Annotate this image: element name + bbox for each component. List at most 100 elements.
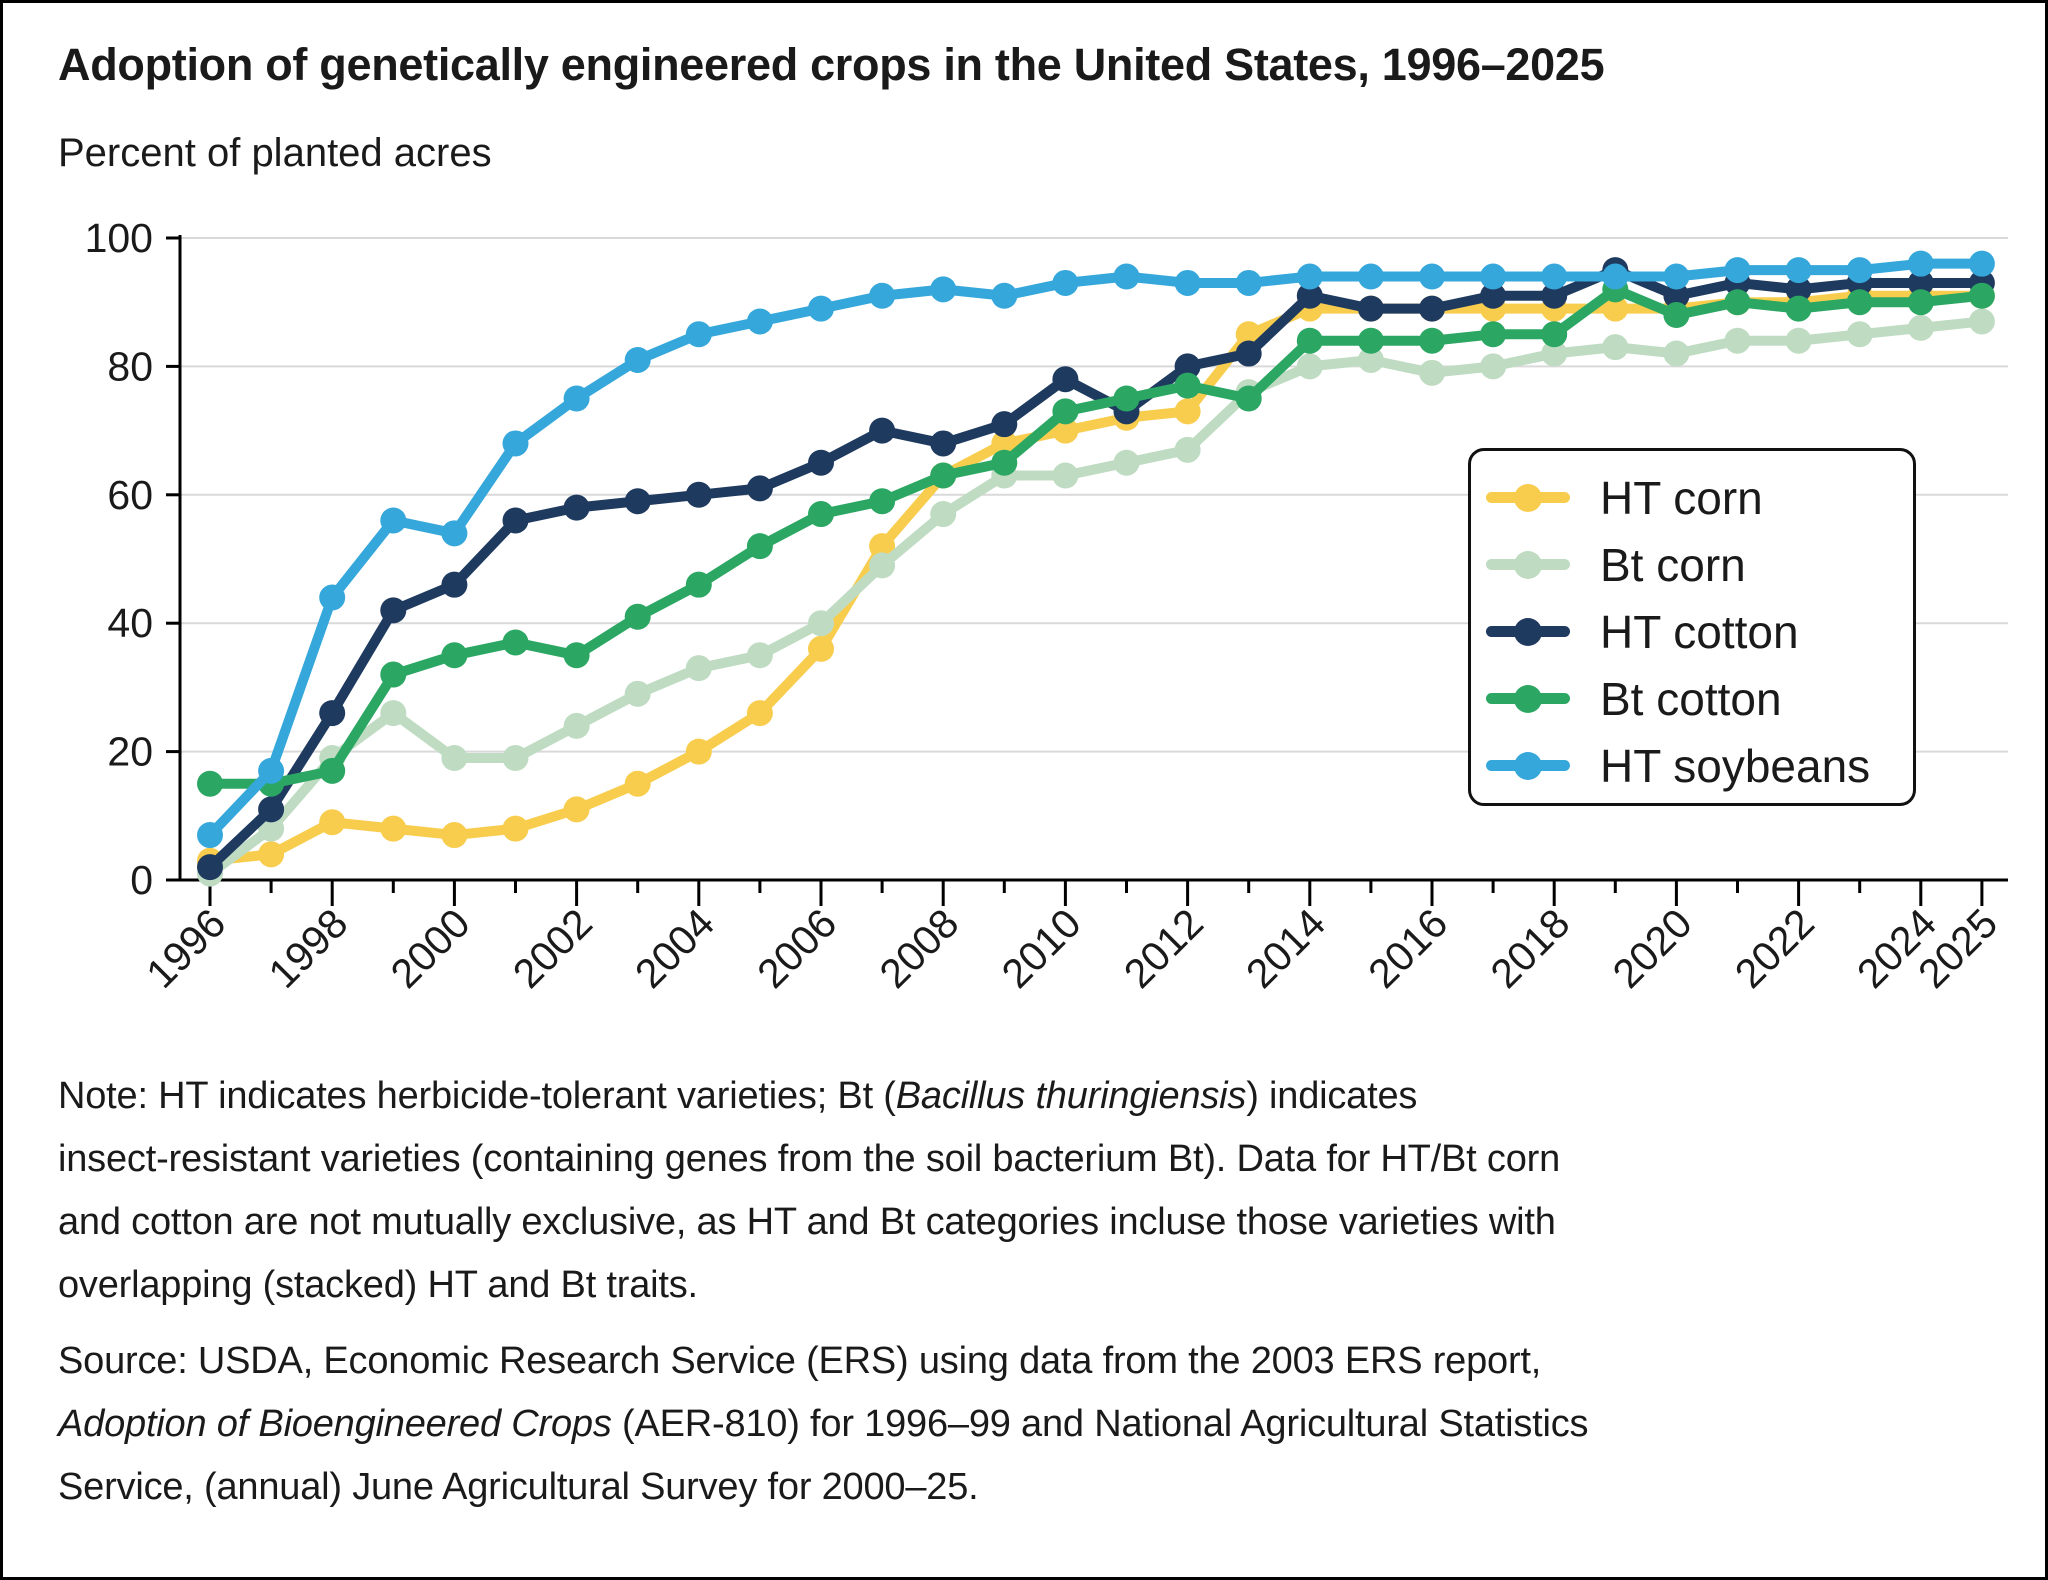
legend-label: HT corn xyxy=(1600,471,1763,524)
text-line: insect-resistant varieties (containing g… xyxy=(58,1138,1561,1180)
series-ht-soybeans xyxy=(197,250,1995,849)
legend-item-ht-corn: HT corn xyxy=(1471,464,1913,531)
text-line: Source: USDA, Economic Research Service … xyxy=(58,1340,1542,1382)
data-point xyxy=(991,282,1018,309)
data-point xyxy=(1357,327,1384,354)
data-point xyxy=(1052,269,1079,296)
data-point xyxy=(380,507,407,534)
data-point xyxy=(1663,302,1690,329)
data-point xyxy=(380,661,407,688)
data-point xyxy=(808,449,834,476)
data-point xyxy=(1541,263,1568,290)
data-point xyxy=(685,321,712,348)
y-tick-label: 20 xyxy=(107,729,153,775)
data-point xyxy=(1663,263,1690,290)
data-point xyxy=(1419,327,1445,354)
data-point xyxy=(1846,289,1873,316)
data-point xyxy=(1419,263,1445,290)
data-point xyxy=(746,533,773,560)
data-point xyxy=(869,417,896,444)
data-point xyxy=(1174,353,1201,380)
legend-item-ht-cotton: HT cotton xyxy=(1471,598,1913,665)
x-tick-label: 2014 xyxy=(1237,900,1334,997)
data-point xyxy=(1968,250,1995,277)
data-point xyxy=(1602,295,1629,322)
legend-label: HT cotton xyxy=(1600,605,1799,658)
data-point xyxy=(746,700,773,727)
data-point xyxy=(1724,327,1751,354)
y-tick-label: 80 xyxy=(107,343,153,389)
data-point xyxy=(1480,321,1507,348)
data-point xyxy=(1174,436,1201,463)
bt-cotton-line-icon xyxy=(1486,684,1570,713)
series-ht-cotton xyxy=(197,257,1995,881)
data-point xyxy=(930,430,957,457)
data-point xyxy=(1541,321,1568,348)
data-point xyxy=(502,745,529,772)
data-point xyxy=(685,655,712,682)
data-point xyxy=(441,745,468,772)
data-point xyxy=(502,815,529,842)
data-point xyxy=(563,796,590,823)
data-point xyxy=(1846,257,1873,284)
data-point xyxy=(685,738,712,765)
data-point xyxy=(991,430,1018,457)
line-chart: 0 20 40 60 80 100 1996 1998 2000 2002 2004 2006 2008… xyxy=(85,215,2008,997)
data-point xyxy=(991,449,1018,476)
data-point xyxy=(563,712,590,739)
data-point xyxy=(1541,282,1568,309)
chart-subtitle: Percent of planted acres xyxy=(58,131,492,175)
data-point xyxy=(746,475,773,502)
x-tick-label: 2022 xyxy=(1726,900,1823,997)
source-text: Source: USDA, Economic Research Service … xyxy=(58,1330,1589,1519)
data-point xyxy=(746,308,773,335)
x-tick-label: 2020 xyxy=(1604,900,1701,997)
data-point xyxy=(319,809,346,836)
data-point xyxy=(1480,263,1507,290)
data-point xyxy=(1235,269,1262,296)
data-point xyxy=(624,488,651,515)
data-point xyxy=(1602,334,1629,361)
data-point xyxy=(624,680,651,707)
data-point xyxy=(197,854,223,881)
data-point xyxy=(1296,282,1323,309)
text-line: overlapping (stacked) HT and Bt traits. xyxy=(58,1264,698,1306)
data-point xyxy=(319,700,346,727)
y-tick-label: 0 xyxy=(130,857,153,903)
data-point xyxy=(869,533,896,560)
data-point xyxy=(808,295,834,322)
data-point xyxy=(930,501,957,528)
data-point xyxy=(1296,353,1323,380)
data-point xyxy=(380,597,407,624)
text-line: Service, (annual) June Agricultural Surv… xyxy=(58,1466,979,1508)
ht-soybeans-line-icon xyxy=(1486,751,1570,780)
data-point xyxy=(319,584,346,611)
data-point xyxy=(1541,340,1568,367)
data-point xyxy=(1785,327,1812,354)
data-point xyxy=(808,610,834,637)
text-line: Note: HT indicates herbicide-tolerant va… xyxy=(58,1075,1418,1117)
legend: HT corn Bt corn HT cotton Bt cotton HT s… xyxy=(1468,448,1916,806)
data-point xyxy=(1235,385,1262,412)
bt-corn-line-icon xyxy=(1486,550,1570,579)
data-point xyxy=(1724,289,1751,316)
data-point xyxy=(1357,263,1384,290)
data-point xyxy=(1968,282,1995,309)
data-point xyxy=(991,411,1018,438)
x-tick-label: 2002 xyxy=(504,900,601,997)
data-point xyxy=(1113,263,1140,290)
text-line: and cotton are not mutually exclusive, a… xyxy=(58,1201,1556,1243)
text-line: Adoption of Bioengineered Crops (AER-810… xyxy=(58,1403,1589,1445)
note-text: Note: HT indicates herbicide-tolerant va… xyxy=(58,1065,1560,1317)
data-point xyxy=(1968,308,1995,335)
data-point xyxy=(1296,263,1323,290)
data-point xyxy=(1419,359,1445,386)
data-point xyxy=(1907,269,1934,296)
data-point xyxy=(380,815,407,842)
y-tick-label: 100 xyxy=(85,215,153,261)
data-point xyxy=(1174,398,1201,425)
data-point xyxy=(1602,263,1629,290)
data-point xyxy=(441,822,468,849)
data-point xyxy=(1357,346,1384,373)
